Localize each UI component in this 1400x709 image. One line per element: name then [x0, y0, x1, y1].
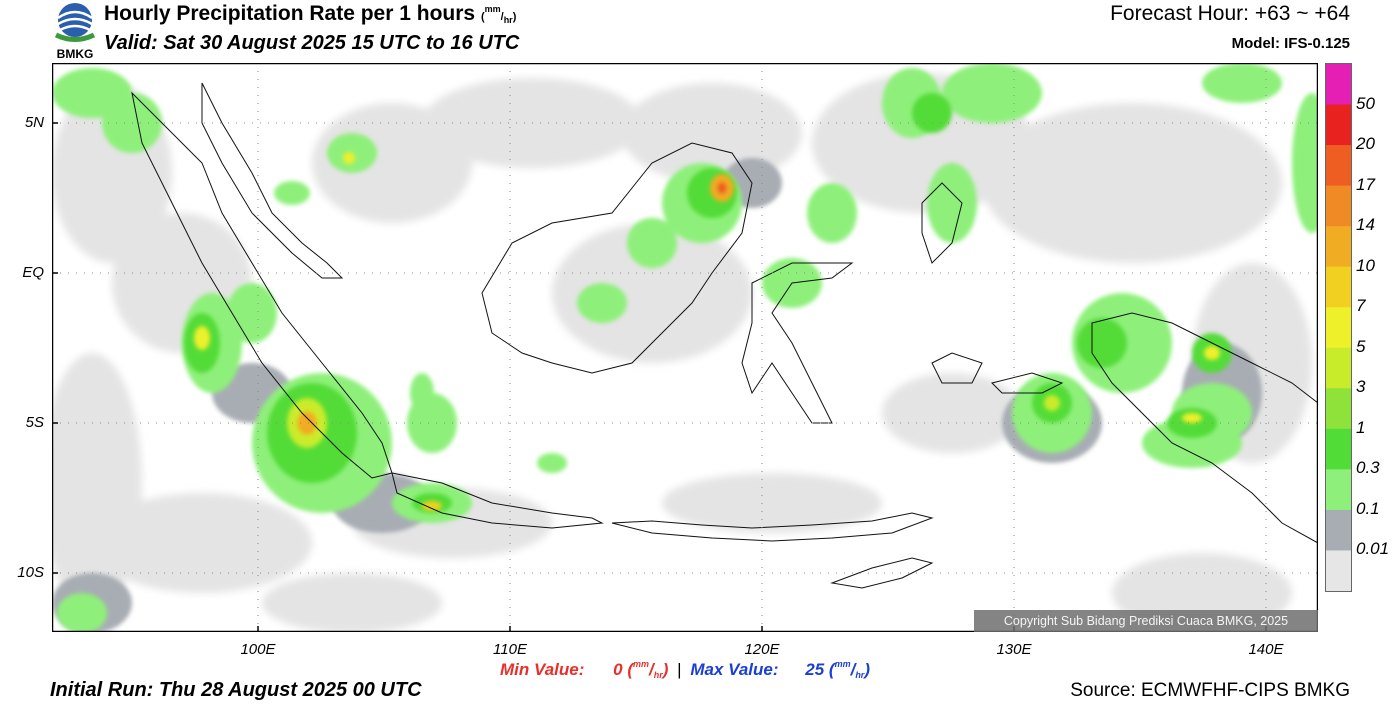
max-unit-num: mm — [834, 659, 851, 669]
maluku-outline — [931, 352, 1064, 394]
legend-label: 3 — [1356, 377, 1366, 397]
initial-run: Initial Run: Thu 28 August 2025 00 UTC — [50, 679, 422, 701]
map-grid — [52, 63, 1318, 632]
legend-swatch — [1326, 469, 1351, 511]
legend-swatch — [1326, 226, 1351, 268]
legend-label: 50 — [1356, 93, 1375, 113]
legend-swatch — [1326, 307, 1351, 349]
legend-swatch — [1326, 185, 1351, 227]
chart-title: Hourly Precipitation Rate per 1 hours (m… — [104, 2, 516, 26]
max-unit: (mm/hr) — [828, 659, 870, 680]
legend-label: 17 — [1356, 174, 1375, 194]
lat-label-5n: 5N — [24, 114, 44, 131]
legend-label: 20 — [1356, 134, 1375, 154]
legend-swatch — [1326, 104, 1351, 146]
title-unit-num: mm — [484, 4, 501, 14]
legend-label: 5 — [1356, 336, 1366, 356]
legend-swatch — [1326, 64, 1351, 106]
max-unit-den: hr — [855, 670, 865, 680]
legend-swatch — [1326, 550, 1351, 592]
legend-label: 1 — [1356, 417, 1366, 437]
legend-label: 0.01 — [1356, 539, 1390, 559]
legend-swatch — [1326, 266, 1351, 308]
title-text: Hourly Precipitation Rate per 1 hours — [104, 2, 476, 25]
bmkg-logo-icon: BMKG — [50, 0, 100, 61]
min-unit-num: mm — [633, 659, 650, 669]
legend-swatch — [1326, 428, 1351, 470]
lon-label-120e: 120E — [744, 641, 780, 658]
lon-label-130e: 130E — [996, 641, 1032, 658]
lon-label-110e: 110E — [493, 641, 527, 658]
data-source: Source: ECMWFHF-CIPS BMKG — [1070, 680, 1350, 701]
copyright-notice: Copyright Sub Bidang Prediksi Cuaca BMKG… — [974, 610, 1318, 632]
valid-time: Valid: Sat 30 August 2025 15 UTC to 16 U… — [104, 32, 520, 54]
halmahera-outline — [921, 182, 963, 264]
min-value-label: Min Value: — [500, 660, 585, 679]
legend-label: 0.3 — [1356, 458, 1380, 478]
legend-label: 7 — [1356, 296, 1366, 316]
timor-outline — [830, 557, 934, 589]
min-unit-den: hr — [653, 670, 663, 680]
precipitation-map — [42, 62, 1332, 633]
papua-outline — [1091, 312, 1319, 544]
max-value-label: Max Value: — [690, 660, 779, 679]
lon-label-100e: 100E — [240, 641, 276, 658]
lat-label-5s: 5S — [25, 414, 44, 431]
nusa-tenggara-outline — [611, 512, 934, 542]
precip-layer-light — [42, 73, 1312, 633]
lat-label-eq: EQ — [22, 264, 44, 281]
map-frame — [51, 62, 1319, 633]
model-name: Model: IFS-0.125 — [1231, 35, 1350, 52]
lat-label-10s: 10S — [17, 564, 44, 581]
minmax-separator: | — [677, 660, 682, 679]
logo-text: BMKG — [57, 47, 94, 60]
legend-label: 0.1 — [1356, 498, 1380, 518]
min-unit: (mm/hr) — [627, 659, 669, 680]
lon-label-140e: 140E — [1248, 641, 1284, 658]
coastlines — [131, 82, 1319, 589]
java-outline — [391, 472, 604, 529]
title-unit-den: hr — [503, 15, 513, 25]
malay-peninsula-outline — [201, 82, 344, 279]
forecast-hour: Forecast Hour: +63 ~ +64 — [1110, 2, 1350, 25]
title-unit: (mm/hr) — [480, 4, 517, 25]
legend-swatch — [1326, 509, 1351, 551]
legend-swatch — [1326, 347, 1351, 389]
min-max-values: Min Value: 0 (mm/hr) | Max Value: 25 (mm… — [500, 659, 870, 680]
precip-layer-heavy — [194, 152, 1220, 511]
borneo-outline — [481, 142, 753, 374]
legend-label: 10 — [1356, 255, 1375, 275]
legend-swatch — [1326, 145, 1351, 187]
legend-colorbar — [1325, 63, 1352, 592]
legend-swatch — [1326, 388, 1351, 430]
legend-label: 14 — [1356, 215, 1375, 235]
max-value: 25 — [805, 660, 825, 679]
sulawesi-outline — [741, 262, 854, 424]
min-value: 0 — [613, 660, 623, 679]
